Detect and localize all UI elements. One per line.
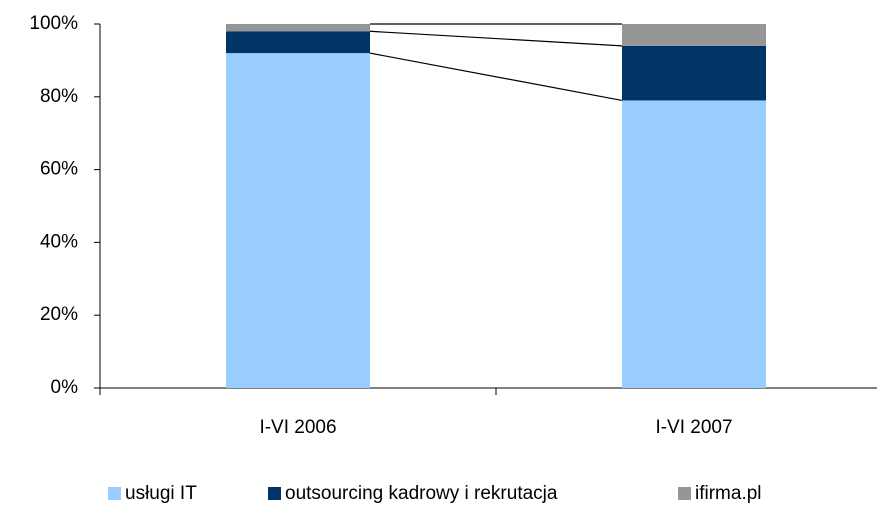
bar-segment xyxy=(622,45,766,101)
y-tick-label: 40% xyxy=(40,231,78,252)
legend-swatch xyxy=(108,487,121,500)
series-line xyxy=(369,30,623,47)
bar-segment xyxy=(622,100,766,388)
y-tick-label: 80% xyxy=(40,86,78,107)
x-tick-label: I-VI 2006 xyxy=(259,417,336,438)
legend-label: ifirma.pl xyxy=(695,483,762,504)
x-tick-label: I-VI 2007 xyxy=(655,417,732,438)
legend-swatch xyxy=(678,487,691,500)
legend-label: outsourcing kadrowy i rekrutacja xyxy=(285,483,558,504)
y-tick-label: 100% xyxy=(29,13,78,34)
bar-segment xyxy=(622,24,766,46)
bar-segment xyxy=(226,24,370,32)
y-tick-label: 20% xyxy=(40,304,78,325)
legend-swatch xyxy=(268,487,281,500)
legend-label: usługi IT xyxy=(125,483,197,504)
bar-segment xyxy=(226,31,370,54)
series-line xyxy=(369,52,623,102)
y-tick-label: 0% xyxy=(51,377,79,398)
bar-segment xyxy=(226,53,370,389)
y-tick-label: 60% xyxy=(40,159,78,180)
